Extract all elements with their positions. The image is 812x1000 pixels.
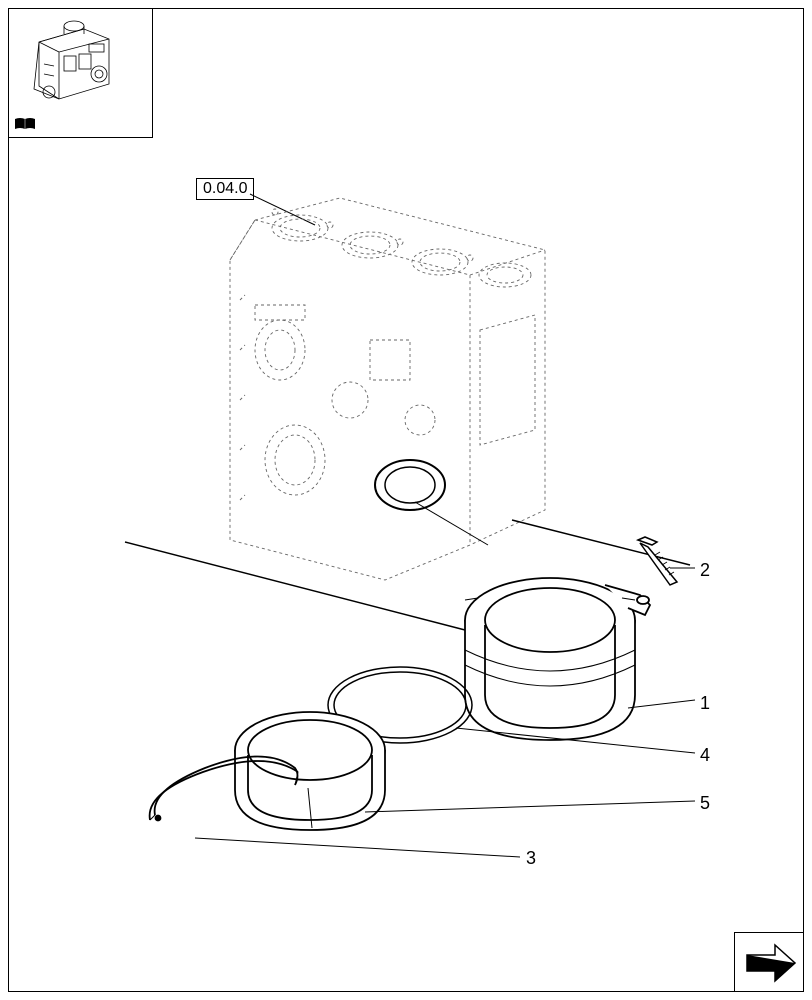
callout-5-label: 5 (700, 793, 710, 813)
callout-1-label: 1 (700, 693, 710, 713)
callout-3: 3 (526, 848, 536, 869)
engine-thumbnail-icon (14, 14, 144, 114)
callout-2-label: 2 (700, 560, 710, 580)
exploded-diagram (100, 150, 700, 950)
arrow-right-icon (735, 933, 805, 993)
callout-4-label: 4 (700, 745, 710, 765)
next-page-box[interactable] (734, 932, 804, 992)
part-bushing (235, 712, 385, 830)
thumbnail-box (8, 8, 153, 138)
callout-2: 2 (700, 560, 710, 581)
engine-block-phantom (230, 198, 545, 580)
callout-4: 4 (700, 745, 710, 766)
callout-5: 5 (700, 793, 710, 814)
callout-3-label: 3 (526, 848, 536, 868)
callout-1: 1 (700, 693, 710, 714)
book-icon (13, 115, 37, 133)
part-housing (465, 578, 650, 740)
